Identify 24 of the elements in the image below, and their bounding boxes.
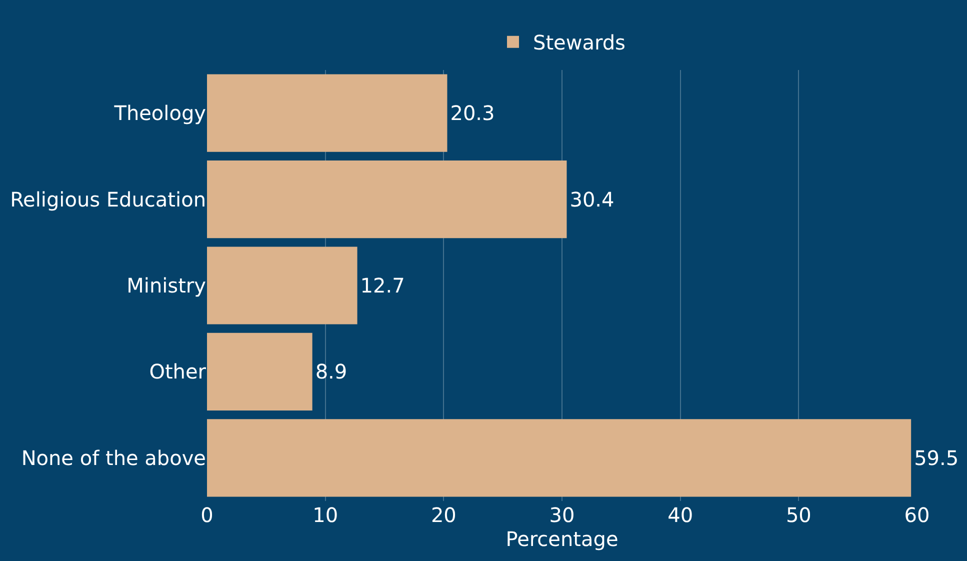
x-tick-label: 20 bbox=[430, 503, 456, 527]
bar bbox=[207, 74, 448, 152]
bar bbox=[207, 419, 912, 497]
data-label: 20.3 bbox=[450, 101, 495, 126]
y-tick-label: Ministry bbox=[126, 274, 206, 298]
data-label: 30.4 bbox=[570, 187, 614, 212]
data-label: 12.7 bbox=[360, 274, 405, 298]
x-tick-label: 10 bbox=[312, 503, 338, 527]
x-tick-label: 50 bbox=[786, 503, 812, 527]
x-tick-label: 30 bbox=[549, 503, 575, 527]
y-tick-label: Religious Education bbox=[10, 187, 206, 212]
bar bbox=[207, 246, 358, 324]
bar bbox=[207, 332, 312, 410]
x-axis-title: Percentage bbox=[506, 527, 618, 551]
x-tick-label: 60 bbox=[904, 503, 930, 527]
data-label: 8.9 bbox=[315, 360, 348, 384]
legend-label: Stewards bbox=[533, 30, 626, 55]
data-label: 59.5 bbox=[914, 446, 959, 470]
bar bbox=[207, 160, 567, 238]
x-tick-label: 40 bbox=[668, 503, 694, 527]
y-tick-label: Theology bbox=[113, 101, 206, 126]
x-tick-label: 0 bbox=[200, 503, 214, 527]
y-tick-label: Other bbox=[149, 360, 207, 384]
y-tick-label: None of the above bbox=[21, 446, 206, 470]
